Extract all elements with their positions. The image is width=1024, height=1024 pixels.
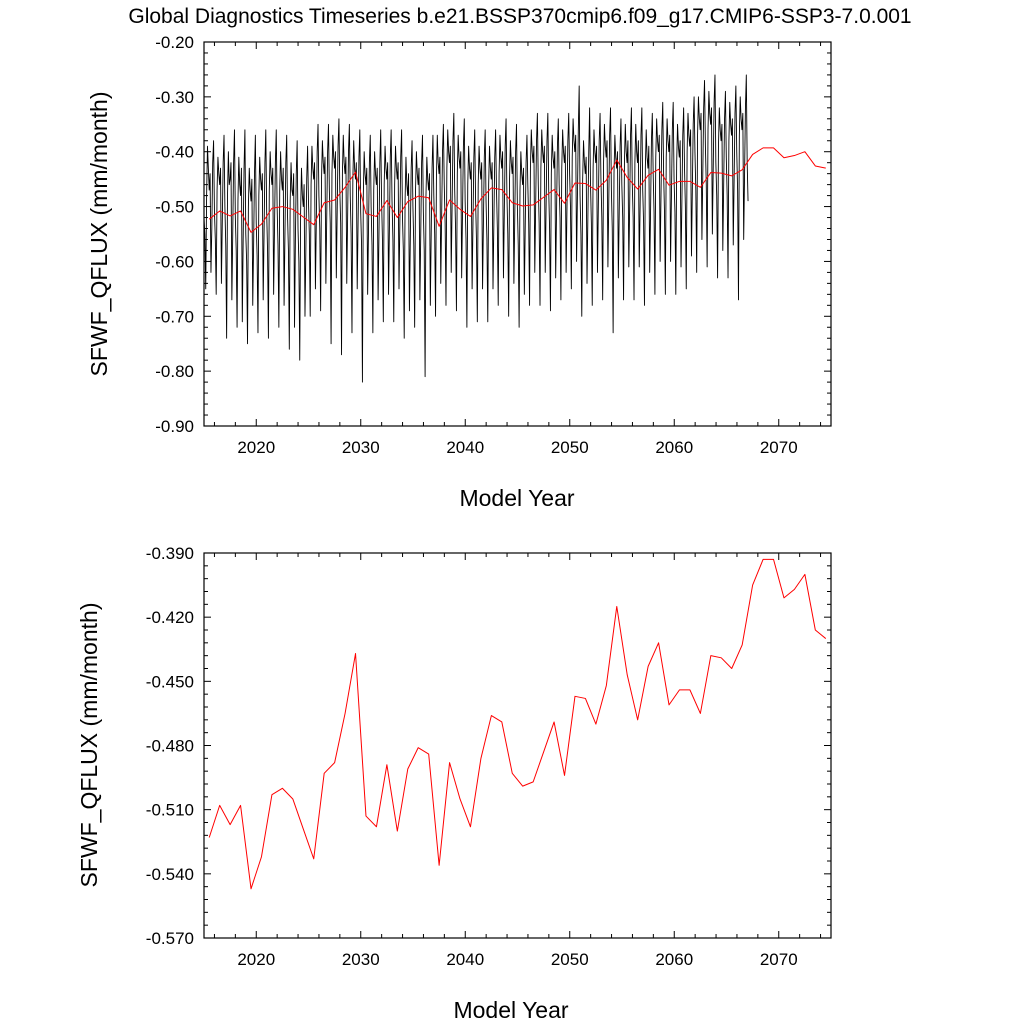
x-tick-label: 2050 — [551, 950, 589, 969]
y-tick-label: -0.90 — [155, 417, 194, 436]
x-tick-label: 2040 — [446, 438, 484, 457]
bottom-axis-ticks — [204, 552, 831, 939]
x-tick-label: 2040 — [446, 950, 484, 969]
x-tick-label: 2020 — [237, 950, 275, 969]
top-panel: -0.20 -0.30 -0.40 -0.50 -0.60 -0.70 -0.80 -0.90… — [86, 33, 832, 511]
series-line-annual-1 — [208, 558, 827, 890]
series-line-monthly-0 — [204, 74, 749, 383]
top-x-tick-labels: 2020 2030 2040 2050 2060 2070 — [237, 438, 797, 457]
bottom-y-axis-label: SFWF_QFLUX (mm/month) — [76, 603, 102, 888]
top-y-axis-label: SFWF_QFLUX (mm/month) — [86, 92, 112, 377]
top-plot-lines — [204, 74, 826, 383]
y-tick-label: -0.540 — [146, 865, 194, 884]
y-tick-label: -0.480 — [146, 737, 194, 756]
bottom-plot-frame — [203, 552, 832, 939]
top-y-tick-labels: -0.20 -0.30 -0.40 -0.50 -0.60 -0.70 -0.80 -0.90 — [155, 33, 194, 436]
y-tick-label: -0.510 — [146, 801, 194, 820]
y-tick-label: -0.570 — [146, 929, 194, 948]
top-axis-ticks — [204, 41, 831, 427]
x-tick-label: 2060 — [655, 438, 693, 457]
bottom-plot-lines — [208, 558, 827, 890]
x-tick-label: 2030 — [342, 950, 380, 969]
x-tick-label: 2070 — [760, 950, 798, 969]
bottom-x-tick-labels: 2020 2030 2040 2050 2060 2070 — [237, 950, 797, 969]
x-tick-label: 2020 — [237, 438, 275, 457]
x-tick-label: 2030 — [342, 438, 380, 457]
bottom-y-tick-labels: -0.390 -0.420 -0.450 -0.480 -0.510 -0.540 -0.5… — [146, 544, 194, 948]
y-tick-label: -0.70 — [155, 307, 194, 326]
series-line-annual-0 — [208, 147, 826, 233]
y-tick-label: -0.80 — [155, 362, 194, 381]
x-tick-label: 2050 — [551, 438, 589, 457]
y-tick-label: -0.50 — [155, 198, 194, 217]
y-tick-label: -0.40 — [155, 143, 194, 162]
y-tick-label: -0.390 — [146, 544, 194, 563]
y-tick-label: -0.20 — [155, 33, 194, 52]
x-tick-label: 2070 — [760, 438, 798, 457]
figure-title: Global Diagnostics Timeseries b.e21.BSSP… — [128, 5, 911, 28]
bottom-panel: -0.390 -0.420 -0.450 -0.480 -0.510 -0.540 -0.5… — [76, 544, 832, 1023]
y-tick-label: -0.30 — [155, 88, 194, 107]
bottom-x-axis-label: Model Year — [453, 997, 568, 1023]
y-tick-label: -0.450 — [146, 672, 194, 691]
y-tick-label: -0.60 — [155, 252, 194, 271]
top-x-axis-label: Model Year — [459, 485, 574, 511]
top-plot-frame — [203, 41, 832, 427]
x-tick-label: 2060 — [655, 950, 693, 969]
y-tick-label: -0.420 — [146, 608, 194, 627]
